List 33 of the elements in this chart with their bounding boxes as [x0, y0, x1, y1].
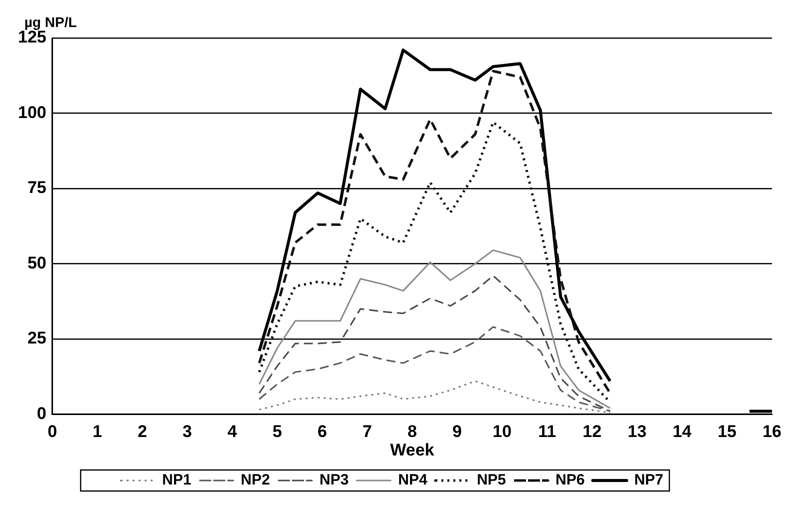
x-tick-label: 2 — [138, 422, 148, 442]
y-tick-label: 25 — [27, 328, 46, 348]
x-tick-label: 10 — [492, 422, 512, 442]
x-tick-label: 13 — [628, 422, 647, 442]
y-tick-label: 0 — [36, 404, 46, 423]
x-tick-label: 11 — [538, 422, 556, 442]
y-tick-label: 75 — [27, 178, 46, 198]
x-tick-label: 16 — [762, 422, 782, 442]
x-tick-label: 3 — [182, 422, 192, 442]
y-axis-title: µg NP/L — [24, 14, 78, 30]
x-tick-label: 14 — [672, 422, 692, 442]
x-tick-label: 9 — [452, 422, 462, 442]
y-tick-label: 50 — [27, 253, 46, 272]
x-tick-label: 12 — [582, 422, 602, 442]
y-tick-label: 100 — [18, 102, 46, 122]
legend-label: NP1 — [162, 472, 192, 489]
x-tick-label: 15 — [718, 422, 736, 442]
legend-label: NP6 — [556, 472, 585, 489]
x-tick-label: 5 — [272, 422, 282, 442]
legend-label: NP5 — [476, 472, 506, 489]
x-tick-label: 1 — [92, 422, 102, 442]
legend-label: NP4 — [398, 472, 428, 489]
line-series — [258, 275, 611, 412]
legend-label: NP2 — [240, 472, 270, 489]
line-series — [258, 380, 611, 414]
legend-label: NP3 — [319, 472, 349, 489]
legend-label: NP7 — [634, 472, 664, 489]
x-tick-label: 6 — [317, 422, 327, 442]
x-tick-label: 7 — [362, 422, 372, 442]
line-series — [258, 326, 611, 412]
x-tick-label: 4 — [228, 422, 238, 442]
x-axis-title: Week — [390, 440, 435, 460]
x-tick-label: 8 — [407, 422, 417, 442]
